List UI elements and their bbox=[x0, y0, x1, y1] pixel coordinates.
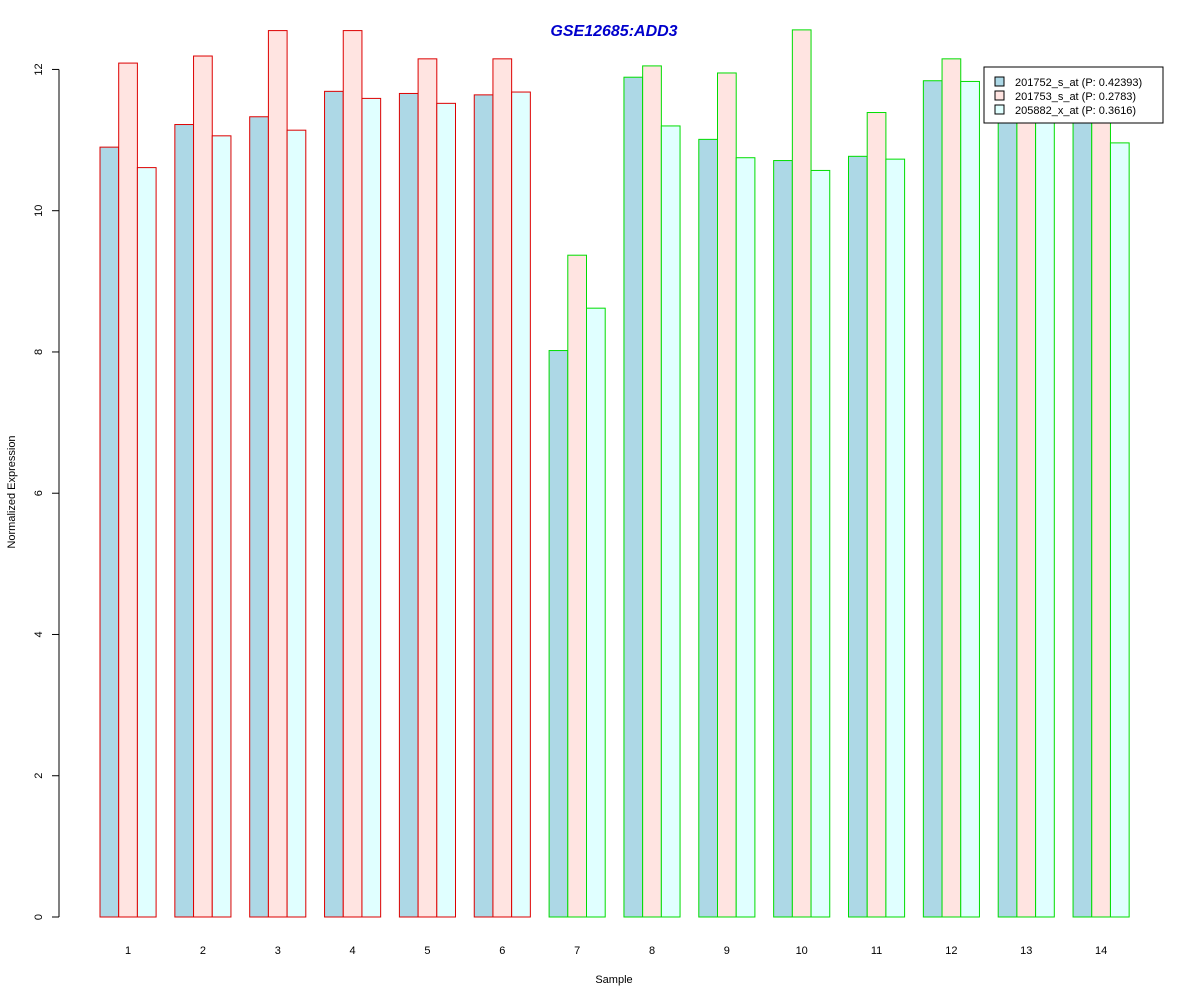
bar bbox=[249, 116, 269, 918]
legend-swatch bbox=[994, 90, 1005, 101]
y-axis-label: Normalized Expression bbox=[6, 435, 18, 548]
bar bbox=[642, 65, 662, 918]
x-tick-label: 7 bbox=[574, 945, 580, 957]
legend: 201752_s_at (P: 0.42393) 201753_s_at (P: … bbox=[983, 66, 1164, 124]
bar bbox=[960, 80, 980, 918]
bar bbox=[548, 350, 569, 918]
bar bbox=[1035, 117, 1055, 918]
x-tick-label: 10 bbox=[796, 945, 808, 957]
legend-swatch bbox=[994, 104, 1005, 115]
bar bbox=[698, 138, 718, 918]
x-tick-label: 5 bbox=[424, 945, 430, 957]
bar bbox=[99, 146, 120, 918]
bar bbox=[267, 30, 288, 918]
bar bbox=[174, 124, 195, 918]
bar bbox=[866, 112, 887, 918]
legend-label: 201752_s_at (P: 0.42393) bbox=[1015, 77, 1142, 89]
bar bbox=[286, 129, 307, 918]
y-tick-label: 8 bbox=[33, 349, 45, 355]
y-tick-label: 2 bbox=[33, 773, 45, 779]
bar bbox=[118, 62, 138, 918]
x-tick-label: 12 bbox=[945, 945, 957, 957]
bar bbox=[342, 30, 363, 918]
x-tick-label: 14 bbox=[1095, 945, 1107, 957]
bar bbox=[623, 76, 644, 918]
chart-title: GSE12685:ADD3 bbox=[550, 23, 677, 40]
y-tick-label: 10 bbox=[33, 205, 45, 217]
bar bbox=[660, 125, 681, 918]
bar bbox=[193, 55, 213, 918]
y-tick-label: 4 bbox=[33, 631, 45, 637]
bar bbox=[324, 90, 344, 918]
x-tick-labels: 1 2 3 4 5 6 7 8 9 10 11 12 13 14 bbox=[125, 945, 1107, 957]
bar bbox=[361, 97, 382, 918]
x-tick-label: 6 bbox=[499, 945, 505, 957]
x-tick-label: 9 bbox=[724, 945, 730, 957]
bar bbox=[922, 80, 943, 918]
y-tick-label: 0 bbox=[33, 914, 45, 920]
y-axis: 0 2 4 6 8 10 12 bbox=[33, 63, 60, 920]
x-tick-label: 3 bbox=[275, 945, 281, 957]
bar bbox=[885, 158, 906, 918]
bar bbox=[1072, 121, 1093, 918]
bar bbox=[773, 160, 793, 918]
legend-items: 201752_s_at (P: 0.42393) 201753_s_at (P: … bbox=[994, 76, 1142, 117]
bar bbox=[436, 102, 456, 918]
bar bbox=[1016, 85, 1037, 918]
bars bbox=[99, 29, 1130, 918]
bar bbox=[492, 58, 513, 918]
bar bbox=[136, 167, 157, 918]
bar bbox=[997, 107, 1018, 918]
bar bbox=[717, 72, 737, 918]
bar bbox=[511, 91, 531, 918]
bar bbox=[810, 169, 831, 918]
bar bbox=[417, 58, 438, 918]
x-tick-label: 2 bbox=[200, 945, 206, 957]
x-tick-label: 13 bbox=[1020, 945, 1032, 957]
bar bbox=[1109, 142, 1130, 918]
bar bbox=[1091, 118, 1111, 918]
legend-label: 201753_s_at (P: 0.2783) bbox=[1015, 91, 1136, 103]
bar bbox=[473, 94, 494, 918]
bar bbox=[791, 29, 812, 918]
x-axis-label: Sample bbox=[595, 974, 632, 986]
legend-label: 205882_x_at (P: 0.3616) bbox=[1015, 105, 1136, 117]
legend-box bbox=[983, 66, 1164, 124]
x-tick-label: 4 bbox=[350, 945, 356, 957]
bar bbox=[735, 157, 756, 918]
x-tick-label: 11 bbox=[871, 945, 882, 957]
x-tick-label: 8 bbox=[649, 945, 655, 957]
legend-swatch bbox=[994, 76, 1005, 87]
bar bbox=[848, 155, 868, 918]
bar bbox=[941, 58, 962, 918]
y-tick-label: 6 bbox=[33, 490, 45, 496]
bar bbox=[398, 92, 419, 918]
bar bbox=[586, 307, 606, 918]
bar bbox=[567, 254, 587, 918]
x-tick-label: 1 bbox=[125, 945, 131, 957]
bar bbox=[211, 135, 232, 918]
y-tick-label: 12 bbox=[33, 63, 45, 75]
